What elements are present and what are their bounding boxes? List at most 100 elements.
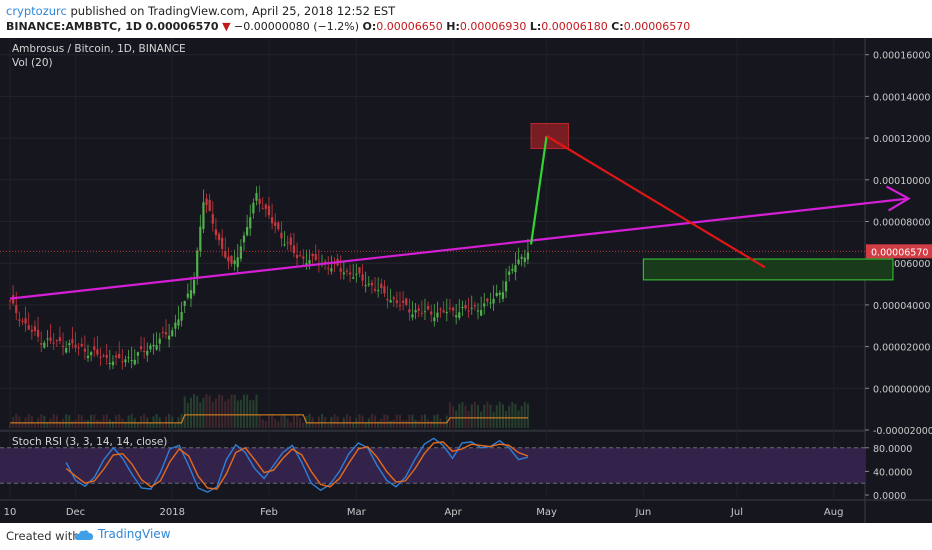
candle-body [423, 311, 427, 313]
candle-body [448, 307, 452, 309]
tradingview-brand-link[interactable]: TradingView [98, 527, 171, 541]
volume-bar [427, 419, 430, 428]
volume-bar [249, 400, 252, 428]
y-tick-label: 0.00004000 [873, 301, 930, 312]
volume-bar [77, 414, 80, 428]
volume-bar [118, 414, 121, 428]
volume-bar [264, 420, 267, 428]
candle-body [451, 307, 455, 311]
volume-bar [448, 402, 451, 428]
volume-bar [111, 421, 114, 428]
candle-body [389, 300, 392, 303]
candle-body [280, 232, 283, 239]
volume-bar [464, 405, 467, 428]
volume-bar [458, 403, 461, 428]
volume-bar [65, 414, 68, 428]
volume-bar [93, 414, 96, 428]
candle-body [495, 293, 498, 297]
volume-bar [467, 410, 470, 428]
chart-svg[interactable]: 0.00016000 0.00014000 0.00012000 0.00010000… [0, 38, 932, 523]
volume-bar [364, 422, 367, 428]
candle-body [58, 337, 62, 341]
volume-bar [374, 415, 377, 428]
candle-body [36, 329, 40, 337]
volume-bar [370, 414, 373, 428]
low-label: L: [529, 20, 542, 33]
publication-header: cryptozurc published on TradingView.com,… [0, 0, 932, 38]
candle-body [261, 208, 264, 210]
candle-body [27, 325, 30, 330]
candle-body [143, 350, 146, 353]
candle-body [348, 272, 352, 275]
candle-body [439, 308, 442, 310]
volume-bar [136, 422, 139, 428]
candle-body [311, 253, 314, 257]
candle-body [55, 340, 58, 342]
candle-body [411, 314, 414, 318]
candle-body [49, 337, 52, 341]
y-tick-label: -0.00002000 [873, 426, 932, 437]
volume-bar [361, 415, 364, 428]
candle-body [21, 320, 24, 322]
volume-bar [377, 421, 380, 428]
volume-bar [520, 406, 523, 428]
candle-body [345, 270, 349, 272]
candle-body [171, 330, 174, 337]
volume-bar [58, 421, 61, 428]
volume-bar [417, 420, 420, 428]
x-tick-label: Aug [824, 507, 844, 518]
candle-body [258, 198, 261, 205]
volume-bar [239, 399, 242, 428]
candle-body [377, 290, 380, 292]
volume-bar [495, 405, 498, 428]
candle-body [96, 349, 99, 355]
chart-area[interactable]: 0.00016000 0.00014000 0.00012000 0.00010000… [0, 38, 932, 523]
candle-body [367, 283, 370, 285]
volume-bar [55, 415, 58, 428]
candle-body [68, 343, 71, 346]
candle-body [380, 283, 383, 289]
volume-bar [321, 413, 323, 428]
volume-bar [399, 414, 401, 428]
volume-bar [165, 416, 167, 428]
volume-bar [30, 416, 33, 428]
candle-body [395, 300, 398, 304]
candle-body [473, 305, 476, 307]
candle-body [83, 348, 86, 352]
candle-body [133, 359, 136, 365]
volume-bar [214, 398, 217, 428]
x-tick-label: 10 [4, 507, 17, 518]
volume-bar [402, 420, 405, 428]
stoch-tick-label: 0.0000 [873, 491, 906, 502]
candle-body [267, 205, 271, 216]
volume-bar [333, 413, 336, 428]
candle-body [292, 245, 296, 254]
created-with-text: Created with [6, 529, 80, 543]
candle-body [295, 254, 299, 259]
change-arrow-icon: ▼ [222, 20, 231, 33]
volume-bar [180, 413, 183, 428]
stoch-tick-label: 80.0000 [873, 444, 912, 455]
x-tick-label: Mar [347, 507, 367, 518]
volume-bar [327, 423, 330, 428]
volume-bar [9, 423, 11, 428]
candle-body [136, 352, 140, 356]
candle-body [99, 356, 102, 358]
volume-bar [143, 413, 146, 428]
volume-bar [186, 402, 189, 428]
volume-bar [252, 400, 255, 428]
volume-bar [292, 415, 295, 428]
candle-body [520, 256, 523, 259]
volume-bar [189, 397, 192, 428]
volume-bar [430, 421, 433, 428]
candle-body [80, 344, 83, 347]
volume-bar [87, 420, 89, 428]
author-link[interactable]: cryptozurc [6, 4, 67, 18]
candle-body [417, 308, 420, 311]
volume-bar [442, 421, 445, 428]
candle-body [46, 338, 49, 340]
candle-body [114, 355, 118, 358]
candle-body [102, 355, 105, 357]
candle-body [370, 282, 374, 286]
volume-bar [420, 414, 423, 428]
